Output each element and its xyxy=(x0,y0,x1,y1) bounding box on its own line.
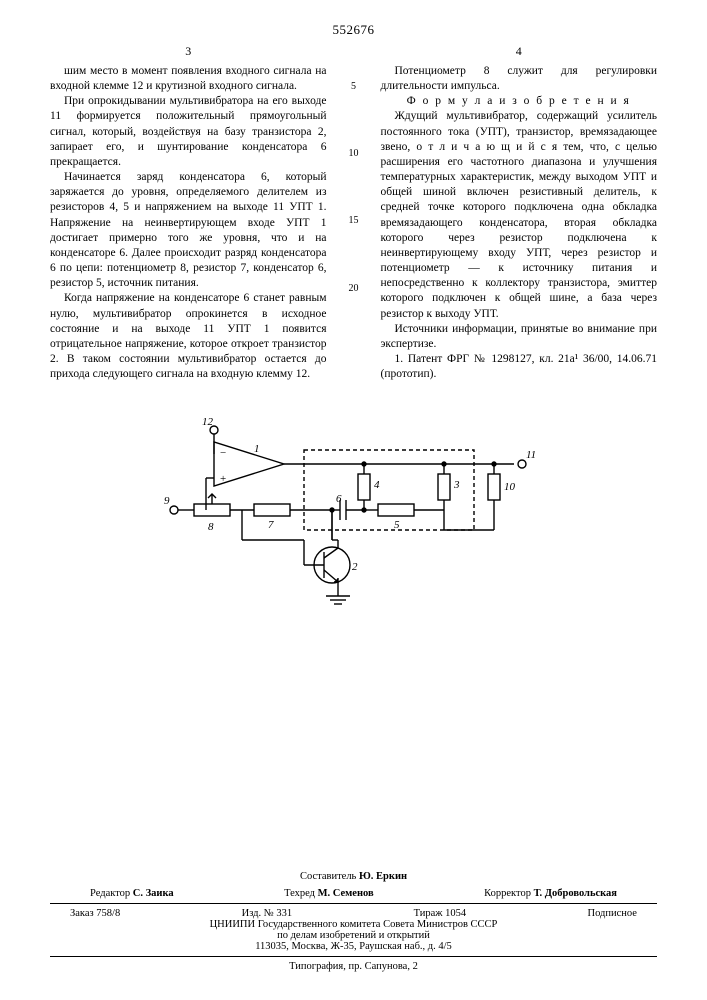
line-mark: 15 xyxy=(345,214,363,227)
line-mark: 10 xyxy=(345,147,363,160)
typography-line: Типография, пр. Сапунова, 2 xyxy=(50,961,657,972)
editor-name: С. Заика xyxy=(133,888,174,899)
compiler-name: Ю. Еркин xyxy=(359,871,407,882)
schematic-label: 6 xyxy=(336,493,342,505)
tech-name: М. Семенов xyxy=(318,888,374,899)
tech-label: Техред xyxy=(284,888,315,899)
schematic-label: 3 xyxy=(453,479,460,491)
left-column: 3 шим место в момент появления входного … xyxy=(50,44,327,382)
schematic-label: 1 xyxy=(254,443,260,455)
schematic-label: 12 xyxy=(202,416,214,428)
claims-title: Ф о р м у л а и з о б р е т е н и я xyxy=(381,94,658,109)
publisher-line-2: по делам изобретений и открытий xyxy=(50,930,657,941)
corrector-label: Корректор xyxy=(484,888,531,899)
body-paragraph: Начинается заряд конденсатора 6, который… xyxy=(50,170,327,291)
divider xyxy=(50,903,657,904)
schematic-label: 9 xyxy=(164,495,170,507)
body-paragraph: шим место в момент появления входного си… xyxy=(50,64,327,94)
svg-text:−: − xyxy=(220,447,226,459)
svg-text:+: + xyxy=(220,473,226,485)
compiler-label: Составитель xyxy=(300,871,356,882)
body-paragraph: Потенциометр 8 служит для регулировки дл… xyxy=(381,64,658,94)
schematic-label: 11 xyxy=(526,449,536,461)
schematic-label: 7 xyxy=(268,519,274,531)
schematic-label: 8 xyxy=(208,521,214,533)
schematic-label: 10 xyxy=(504,481,516,493)
body-paragraph: При опрокидывании мультивибратора на его… xyxy=(50,94,327,170)
subscription-mark: Подписное xyxy=(588,908,637,919)
divider xyxy=(50,956,657,957)
schematic-label: 5 xyxy=(394,519,400,531)
page: 552676 3 шим место в момент появления вх… xyxy=(0,0,707,1000)
line-mark: 5 xyxy=(345,80,363,93)
claim-paragraph: Ждущий мультивибратор, содержащий усилит… xyxy=(381,109,658,321)
publisher-line-1: ЦНИИПИ Государственного комитета Совета … xyxy=(50,919,657,930)
edition-number: Изд. № 331 xyxy=(242,908,293,919)
right-column: 4 Потенциометр 8 служит для регулировки … xyxy=(381,44,658,382)
schematic-svg: − + xyxy=(154,410,554,630)
print-run: Тираж 1054 xyxy=(414,908,467,919)
left-column-number: 3 xyxy=(50,44,327,60)
publisher-address: 113035, Москва, Ж-35, Раушская наб., д. … xyxy=(50,941,657,952)
order-number: Заказ 758/8 xyxy=(70,908,120,919)
schematic-label: 2 xyxy=(352,561,358,573)
line-mark: 20 xyxy=(345,282,363,295)
editor-label: Редактор xyxy=(90,888,130,899)
sources-heading: Источники информации, принятые во вниман… xyxy=(381,322,658,352)
line-number-gutter: 5 10 15 20 xyxy=(345,44,363,382)
corrector-name: Т. Добровольская xyxy=(534,888,617,899)
circuit-schematic: − + xyxy=(154,410,554,630)
source-item: 1. Патент ФРГ № 1298127, кл. 21a¹ 36/00,… xyxy=(381,352,658,382)
body-paragraph: Когда напряжение на конденсаторе 6 стане… xyxy=(50,291,327,382)
patent-number: 552676 xyxy=(50,22,657,38)
right-column-number: 4 xyxy=(381,44,658,60)
schematic-label: 4 xyxy=(374,479,380,491)
imprint-footer: Составитель Ю. Еркин Редактор С. Заика Т… xyxy=(50,871,657,972)
two-column-body: 3 шим место в момент появления входного … xyxy=(50,44,657,382)
